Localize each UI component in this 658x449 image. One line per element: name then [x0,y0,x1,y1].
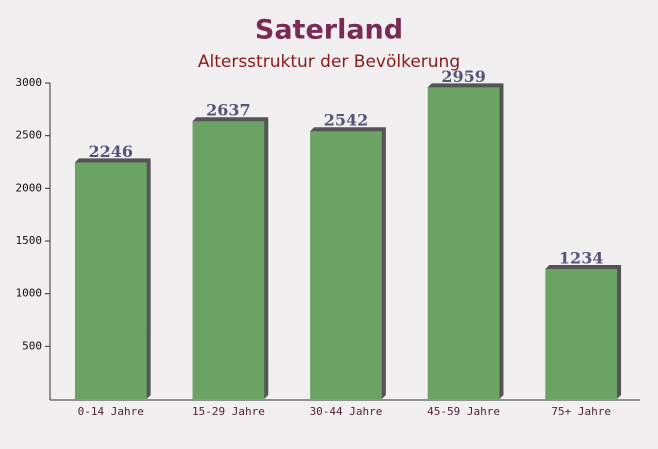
value-label: 2542 [324,111,369,130]
chart-title: Saterland [255,15,403,46]
x-tick-label: 15-29 Jahre [192,405,265,418]
x-tick-label: 45-59 Jahre [427,405,500,418]
y-tick-label: 2000 [16,181,43,194]
x-tick-label: 0-14 Jahre [78,405,144,418]
value-label: 2637 [206,101,251,120]
x-tick-label: 30-44 Jahre [310,405,383,418]
value-label: 2959 [441,67,486,86]
chart-subtitle: Altersstruktur der Bevölkerung [198,52,460,72]
value-label: 1234 [559,249,604,268]
x-tick-label: 75+ Jahre [551,405,611,418]
bar [74,162,147,399]
bar [427,87,500,399]
y-tick-label: 1000 [16,287,43,300]
y-tick-label: 500 [22,339,42,352]
bar [192,121,265,400]
y-tick-label: 1500 [16,234,43,247]
value-label: 2246 [89,142,134,161]
bar [545,269,618,399]
y-tick-label: 2500 [16,129,43,142]
bar [310,131,382,399]
y-tick-label: 3000 [16,76,43,89]
